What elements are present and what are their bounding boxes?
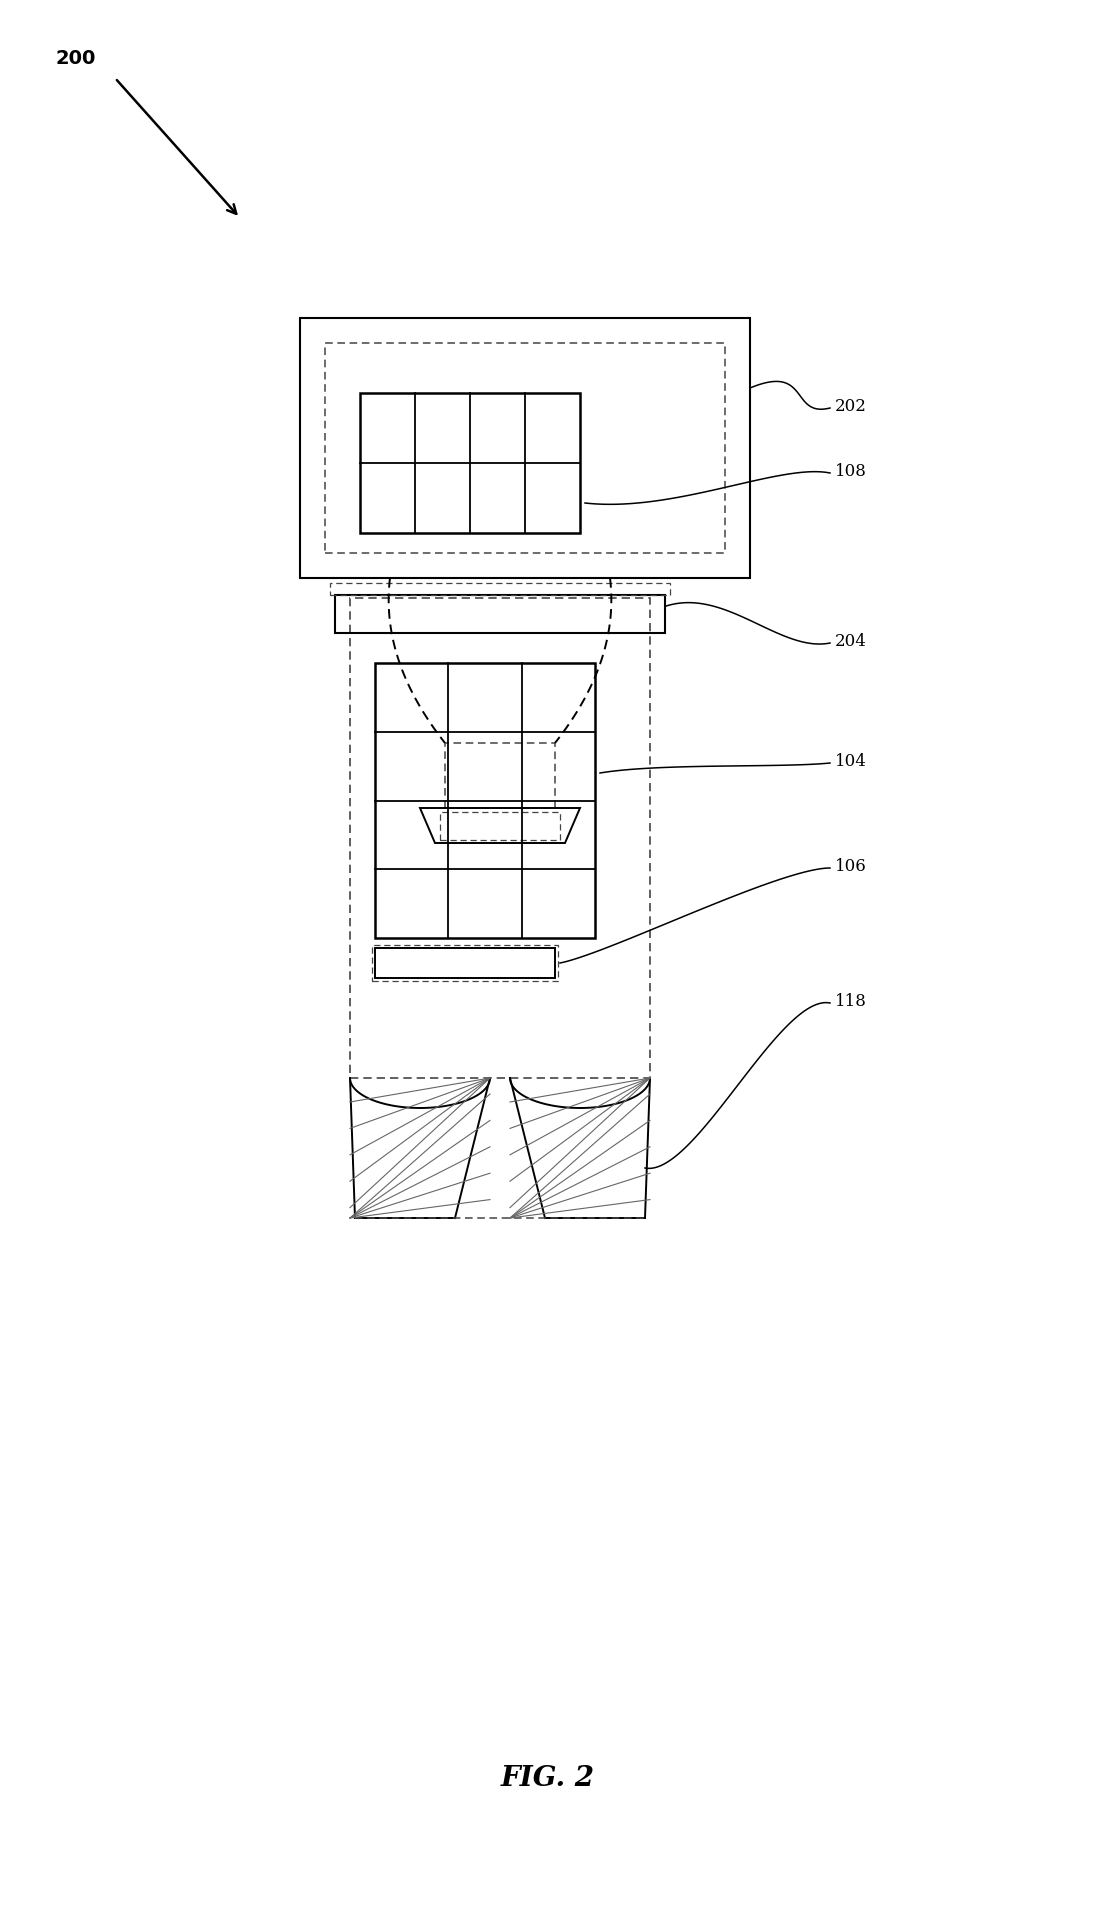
- Text: 200: 200: [55, 48, 95, 67]
- Bar: [350, 598, 650, 1078]
- Text: 118: 118: [835, 993, 867, 1010]
- Text: 202: 202: [835, 397, 867, 415]
- Text: FIG. 2: FIG. 2: [501, 1764, 595, 1791]
- Text: 104: 104: [835, 752, 867, 769]
- Bar: [372, 945, 558, 981]
- Text: 106: 106: [835, 858, 867, 875]
- Text: 108: 108: [835, 463, 867, 480]
- Bar: [375, 663, 595, 939]
- Bar: [439, 812, 560, 841]
- Bar: [330, 582, 670, 596]
- Bar: [335, 596, 665, 632]
- Bar: [445, 742, 555, 808]
- Bar: [359, 393, 580, 532]
- Bar: [375, 949, 555, 977]
- Bar: [300, 318, 750, 578]
- Bar: [326, 343, 724, 553]
- Text: 204: 204: [835, 632, 867, 650]
